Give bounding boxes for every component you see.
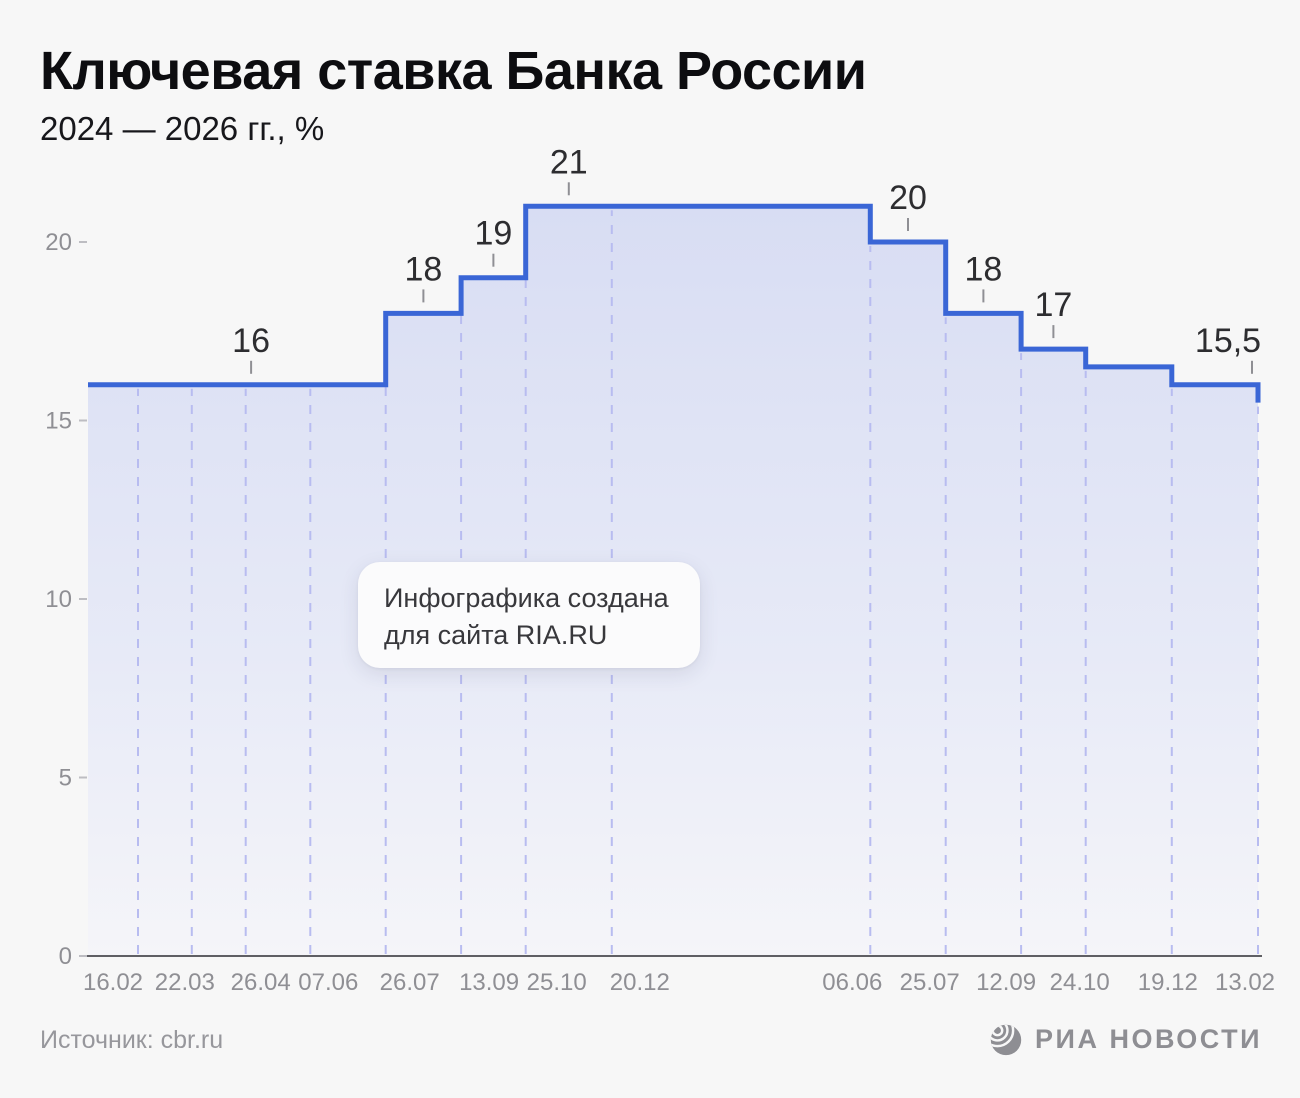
value-label: 19 [474,215,512,253]
y-tick-label: 20 [45,229,72,256]
x-tick-label: 25.07 [900,969,960,996]
x-tick-label: 20.12 [610,969,670,996]
x-tick-label: 06.06 [822,969,882,996]
watermark-line1: Инфографика создана [384,583,669,613]
y-tick-label: 15 [45,408,72,435]
source-label: Источник: cbr.ru [40,1026,224,1054]
y-tick-label: 0 [59,943,72,970]
value-label: 18 [964,250,1002,288]
x-tick-label: 13.02 [1215,969,1275,996]
watermark-line2: для сайта RIA.RU [384,620,608,650]
ria-logo-text: РИА НОВОСТИ [1035,1023,1262,1054]
x-tick-label: 24.10 [1050,969,1110,996]
x-tick-label: 07.06 [298,969,358,996]
x-tick-label: 19.12 [1138,969,1198,996]
x-tick-label: 26.07 [380,969,440,996]
y-tick-label: 5 [59,765,72,792]
value-label: 17 [1034,286,1072,324]
x-tick-label: 16.02 [83,969,143,996]
value-label: 18 [404,250,442,288]
ria-globe-icon [990,1024,1022,1056]
x-tick-label: 13.09 [459,969,519,996]
x-tick-label: 25.10 [527,969,587,996]
value-label: 16 [232,322,270,360]
y-tick-label: 10 [45,586,72,613]
watermark-box: Инфографика создана для сайта RIA.RU [358,562,700,668]
value-label: 21 [550,143,588,181]
ria-logo: РИА НОВОСТИ [987,1020,1262,1058]
value-label: 15,5 [1195,322,1261,360]
step-line [88,203,1261,403]
x-tick-label: 26.04 [231,969,291,996]
chart-title: Ключевая ставка Банка России [40,41,867,101]
chart-subtitle: 2024 — 2026 гг., % [40,110,325,147]
value-label: 20 [889,179,927,217]
x-tick-label: 12.09 [976,969,1036,996]
x-tick-label: 22.03 [155,969,215,996]
